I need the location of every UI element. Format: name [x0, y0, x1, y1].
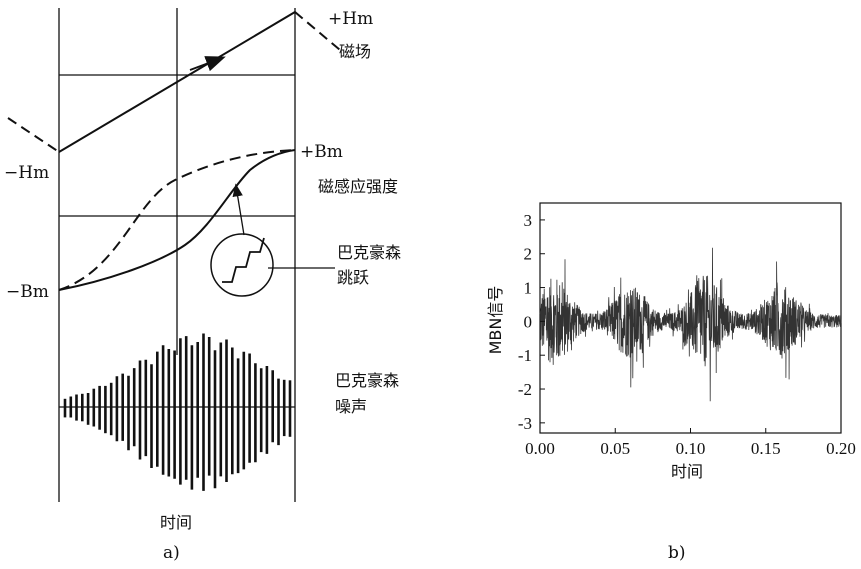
- label-noise-1: 巴克豪森: [335, 371, 399, 390]
- label-neg-b: −Bm: [6, 282, 49, 302]
- label-time-a: 时间: [160, 513, 192, 532]
- y-tick-label: -1: [518, 346, 532, 365]
- x-tick-label: 0.05: [600, 439, 630, 458]
- axes: 0.00 0.05 0.10 0.15 0.20 3 2 1 0 -1 -2 -3: [518, 211, 856, 458]
- b-curve-dashed: [58, 149, 296, 291]
- label-noise-2: 噪声: [335, 397, 367, 416]
- x-tick-label: 0.20: [826, 439, 856, 458]
- y-tick-label: 3: [524, 211, 533, 230]
- jump-arrow: [232, 183, 245, 236]
- x-axis-label: 时间: [671, 462, 703, 481]
- y-axis-label: MBN信号: [486, 286, 505, 355]
- x-tick-label: 0.00: [525, 439, 555, 458]
- y-tick-label: 2: [524, 245, 533, 264]
- field-dash-right: [294, 11, 341, 51]
- x-tick-label: 0.15: [751, 439, 781, 458]
- label-pos-b: +Bm: [300, 142, 343, 162]
- label-field: 磁场: [339, 42, 371, 61]
- caption-a: a): [163, 543, 180, 563]
- x-tick-label: 0.10: [676, 439, 706, 458]
- noise-pulses: [63, 333, 292, 491]
- y-tick-label: -2: [518, 380, 532, 399]
- label-induction: 磁感应强度: [318, 177, 398, 196]
- caption-b: b): [668, 543, 686, 563]
- panel-a: +Hm 磁场 −Hm +Bm 磁感应强度 −Bm 巴克豪森 跳跃 巴克豪森 噪声…: [4, 8, 401, 563]
- field-arrow: [189, 56, 226, 72]
- mbn-signal-trace: [539, 247, 842, 402]
- label-jump-1: 巴克豪森: [337, 243, 401, 262]
- mbn-signal-line: [539, 247, 842, 402]
- y-tick-label: -3: [518, 414, 532, 433]
- y-tick-label: 0: [524, 312, 533, 331]
- b-curve-solid: [58, 149, 296, 291]
- field-ramp: [58, 11, 296, 153]
- y-tick-label: 1: [524, 279, 533, 298]
- label-neg-h: −Hm: [4, 163, 49, 183]
- jump-staircase: [222, 237, 265, 283]
- jump-zoom-circle: [210, 233, 274, 297]
- field-dash-left: [7, 117, 60, 153]
- label-pos-h: +Hm: [328, 9, 373, 29]
- label-jump-2: 跳跃: [337, 268, 369, 287]
